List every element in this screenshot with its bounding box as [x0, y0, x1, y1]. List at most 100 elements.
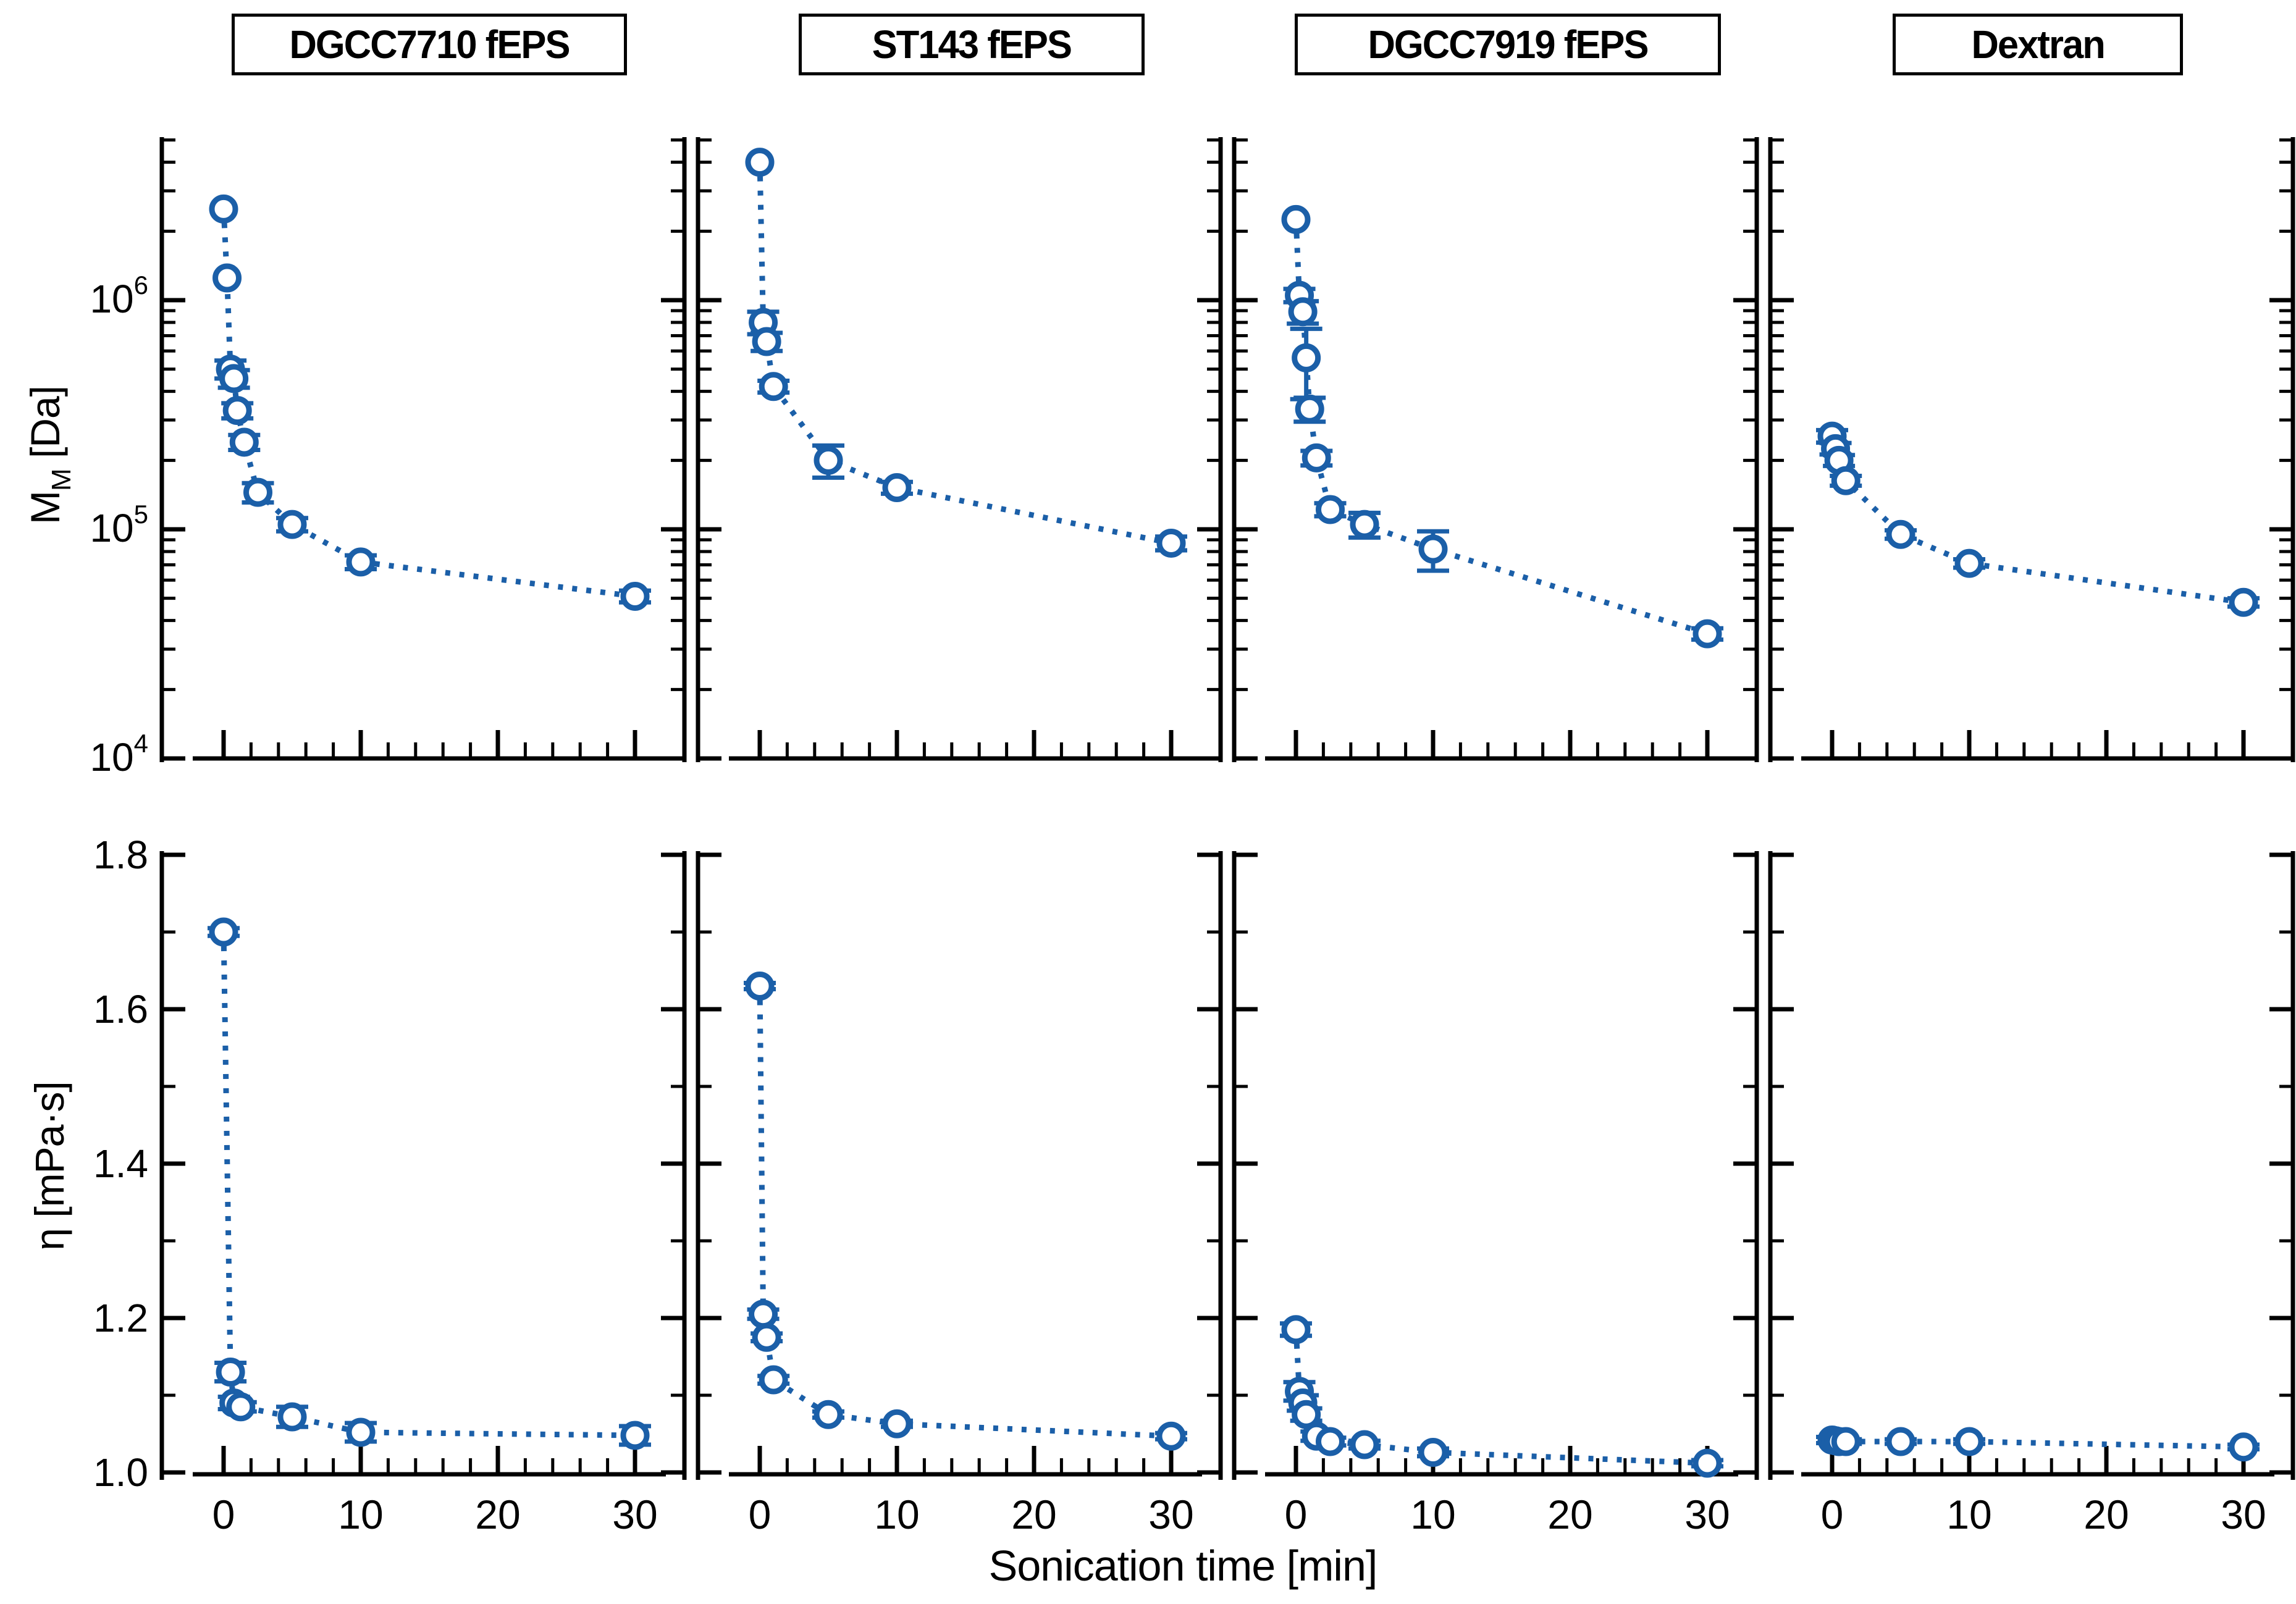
data-point-marker [1954, 1427, 1984, 1456]
data-point-marker [226, 1392, 256, 1422]
x-tick-label: 0 [212, 1492, 235, 1537]
data-point-marker [759, 372, 788, 401]
data-point-marker [277, 1402, 307, 1432]
data-series-eta-3 [1816, 1426, 2260, 1462]
y-tick-label: 1.8 [93, 833, 148, 877]
data-point-marker [745, 972, 775, 1001]
data-series-eta-1 [744, 972, 1187, 1451]
x-tick-label: 0 [749, 1492, 772, 1537]
series-line [1293, 219, 1709, 637]
panel-axes-r1-c2: 0 10 20 30 [1232, 851, 1759, 1537]
data-point-marker [2229, 587, 2258, 617]
series-line [221, 931, 636, 1438]
y-tick-label: 1.4 [93, 1141, 148, 1186]
x-tick-label: 20 [475, 1492, 520, 1537]
y-tick-label: 1.2 [93, 1296, 148, 1340]
y-axis-label-molar-mass: MM [Da] [22, 385, 77, 525]
data-point-marker [243, 477, 272, 507]
panel-axes-r1-c1: 0 10 20 30 [696, 851, 1223, 1537]
data-point-marker [1350, 1430, 1379, 1459]
data-point-marker [1418, 1438, 1448, 1467]
data-point-marker [1288, 297, 1318, 327]
data-point-marker [1156, 1421, 1186, 1451]
x-tick-label: 10 [1946, 1492, 1991, 1537]
y-tick-label: 104 [90, 729, 148, 779]
data-point-marker [1886, 1427, 1915, 1456]
series-line [1829, 435, 2244, 605]
data-point-marker [759, 1365, 788, 1395]
y-tick-label: 105 [90, 500, 148, 550]
x-tick-label: 30 [2221, 1492, 2266, 1537]
x-tick-label: 10 [338, 1492, 383, 1537]
data-series-DGCC7710 fEPS [209, 194, 651, 611]
data-point-marker [752, 327, 781, 356]
x-tick-label: 0 [1285, 1492, 1308, 1537]
panel-title-st143: ST143 fEPS [799, 14, 1145, 75]
panel-axes-r0-c3 [1768, 137, 2295, 762]
panel-axes-r0-c2 [1232, 137, 1759, 762]
data-point-marker [229, 427, 259, 457]
x-tick-label: 10 [874, 1492, 919, 1537]
y-axis-label-viscosity: η [mPa·s] [27, 1081, 72, 1251]
x-tick-label: 30 [1148, 1492, 1193, 1537]
data-point-marker [1886, 519, 1915, 549]
data-point-marker [745, 148, 775, 177]
data-point-marker [1831, 1427, 1861, 1456]
data-point-marker [346, 547, 376, 577]
data-series-eta-0 [208, 917, 651, 1450]
data-point-marker [1156, 528, 1186, 558]
data-point-marker [814, 445, 843, 475]
data-point-marker [752, 1322, 781, 1352]
data-point-marker [1350, 510, 1379, 539]
x-tick-label: 10 [1410, 1492, 1455, 1537]
data-point-marker [1831, 466, 1861, 495]
y-tick-label: 1.6 [93, 987, 148, 1031]
data-point-marker [209, 917, 238, 947]
data-point-marker [749, 1300, 778, 1329]
series-line [757, 986, 1172, 1439]
data-point-marker [620, 1421, 650, 1450]
y-tick-label: 1.0 [93, 1450, 148, 1495]
data-point-marker [814, 1400, 843, 1429]
data-point-marker [1316, 1427, 1345, 1456]
data-point-marker [1295, 394, 1324, 424]
data-point-marker [1954, 548, 1984, 578]
panel-axes-r0-c1 [696, 137, 1223, 762]
data-point-marker [219, 364, 249, 393]
x-tick-label: 0 [1821, 1492, 1844, 1537]
data-point-marker [277, 510, 307, 539]
data-point-marker [620, 581, 650, 611]
panel-title-dgcc7710: DGCC7710 fEPS [232, 14, 627, 75]
x-tick-label: 30 [612, 1492, 657, 1537]
data-point-marker [222, 396, 252, 426]
data-point-marker [1281, 204, 1311, 234]
data-point-marker [882, 1409, 912, 1438]
data-point-marker [1316, 495, 1345, 524]
data-point-marker [1292, 343, 1321, 372]
x-tick-label: 20 [2084, 1492, 2129, 1537]
panel-title-dgcc7919: DGCC7919 fEPS [1295, 14, 1721, 75]
x-axis-label-sonication-time: Sonication time [min] [988, 1542, 1378, 1590]
y-tick-label: 106 [90, 271, 148, 321]
x-tick-label: 30 [1684, 1492, 1730, 1537]
panel-axes-r1-c3: 0 10 20 30 [1768, 851, 2295, 1537]
data-point-marker [1301, 443, 1331, 472]
data-series-DGCC7919 fEPS [1281, 204, 1723, 649]
data-point-marker [1693, 619, 1722, 649]
data-series-eta-2 [1280, 1315, 1723, 1478]
data-point-marker [209, 194, 238, 224]
data-point-marker [882, 473, 912, 503]
data-point-marker [216, 1358, 245, 1387]
panel-axes-r1-c0: 0 10 20 30 1.0 1.2 1.4 1.6 1.8 [93, 833, 687, 1537]
data-series-Dextran [1816, 421, 2260, 617]
series-line [757, 162, 1172, 546]
data-point-marker [1281, 1315, 1311, 1345]
data-series-ST143 fEPS [745, 148, 1187, 558]
data-point-marker [1418, 534, 1448, 564]
data-point-marker [346, 1417, 376, 1447]
x-tick-label: 20 [1547, 1492, 1592, 1537]
data-point-marker [212, 263, 242, 293]
series-line [221, 209, 636, 599]
